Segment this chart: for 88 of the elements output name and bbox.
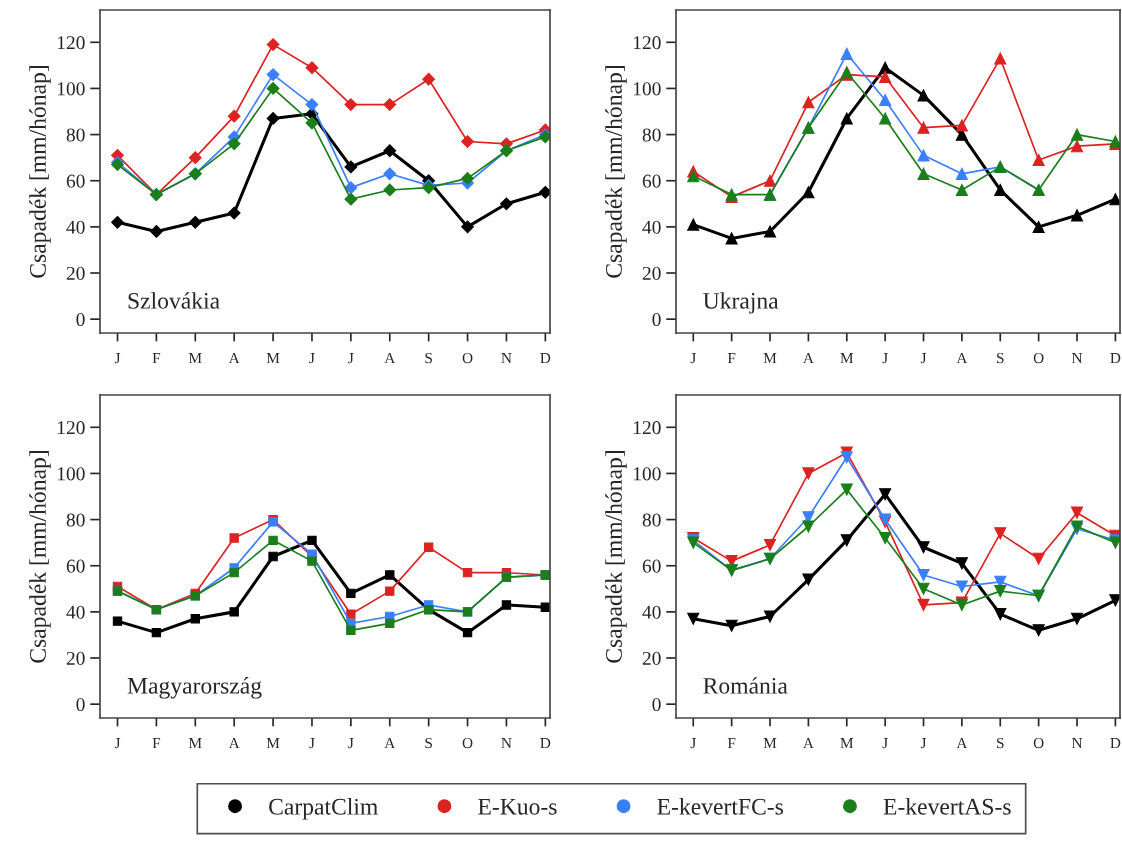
y-axis-title: Csapadék [mm/hónap] — [605, 66, 627, 278]
y-tick-label: 120 — [633, 36, 661, 50]
annotation: Románia — [703, 677, 788, 694]
x-tick-label: A — [228, 737, 240, 749]
x-tick-label: M — [266, 738, 280, 749]
x-tick-label: O — [462, 352, 473, 364]
annotation: Magyarország — [127, 677, 262, 699]
y-tick-label: 80 — [66, 128, 85, 142]
y-tick-label: 80 — [66, 513, 85, 527]
x-tick-label: D — [1110, 738, 1121, 749]
y-tick-label: 120 — [57, 421, 85, 435]
x-tick-label: O — [1033, 352, 1044, 364]
x-tick-label: J — [114, 738, 121, 749]
x-tick-label: J — [882, 738, 888, 749]
x-tick-label: J — [348, 353, 354, 364]
x-tick-label: J — [309, 353, 315, 364]
x-tick-label: M — [188, 353, 202, 364]
x-tick-label: M — [763, 353, 777, 364]
x-tick-label: A — [956, 737, 968, 749]
x-tick-label: F — [152, 353, 161, 364]
x-tick-label: M — [188, 738, 202, 749]
y-tick-label: 0 — [652, 312, 661, 327]
x-tick-label: M — [763, 738, 777, 749]
x-tick-label: O — [462, 737, 473, 749]
x-tick-label: J — [920, 738, 927, 749]
x-tick-label: A — [228, 352, 240, 364]
y-tick-label: 60 — [66, 559, 85, 573]
x-tick-label: D — [1110, 353, 1121, 364]
y-tick-label: 100 — [57, 82, 85, 96]
x-tick-label: J — [920, 353, 927, 364]
y-tick-label: 40 — [642, 605, 661, 619]
x-tick-label: M — [840, 353, 854, 364]
y-tick-label: 120 — [633, 421, 661, 435]
x-tick-label: D — [540, 353, 551, 364]
x-tick-label: A — [803, 737, 814, 749]
y-axis-title: Csapadék [mm/hónap] — [605, 451, 627, 663]
y-tick-label: 20 — [66, 651, 85, 665]
x-tick-label: M — [266, 353, 280, 364]
x-tick-label: S — [425, 352, 432, 364]
y-tick-label: 20 — [642, 266, 661, 280]
y-tick-label: 80 — [642, 513, 661, 527]
x-tick-label: A — [384, 737, 396, 749]
y-tick-label: 40 — [642, 220, 661, 234]
x-tick-label: J — [882, 353, 888, 364]
y-tick-label: 100 — [633, 467, 661, 481]
y-tick-label: 60 — [642, 174, 661, 188]
x-tick-label: J — [690, 353, 696, 364]
x-tick-label: D — [540, 738, 551, 749]
x-tick-label: A — [803, 352, 814, 364]
y-axis-title: Csapadék [mm/hónap] — [29, 66, 51, 278]
x-tick-label: J — [114, 353, 121, 364]
x-tick-label: N — [501, 353, 512, 364]
x-tick-label: S — [997, 352, 1004, 364]
y-tick-label: 100 — [57, 467, 85, 481]
legend-label: CarpatClim — [269, 798, 378, 820]
x-tick-label: N — [1071, 738, 1083, 749]
x-tick-label: F — [727, 738, 736, 749]
x-tick-label: J — [309, 738, 315, 749]
x-tick-label: A — [384, 352, 396, 364]
y-tick-label: 120 — [57, 36, 85, 50]
x-tick-label: F — [727, 353, 736, 364]
x-tick-label: M — [840, 738, 854, 749]
y-tick-label: 0 — [76, 312, 85, 327]
y-tick-label: 0 — [76, 697, 85, 712]
y-tick-label: 40 — [66, 605, 85, 619]
x-tick-label: A — [956, 352, 968, 364]
x-tick-label: N — [1071, 353, 1083, 364]
y-tick-label: 100 — [633, 82, 661, 96]
legend-label: E-kevertFC-s — [657, 798, 783, 815]
y-tick-label: 0 — [652, 697, 661, 712]
legend-label: E-kevertAS-s — [883, 798, 1011, 815]
y-axis-title: Csapadék [mm/hónap] — [29, 451, 51, 663]
x-tick-label: S — [997, 737, 1004, 749]
x-tick-label: J — [348, 738, 354, 749]
y-tick-label: 60 — [66, 174, 85, 188]
y-tick-label: 60 — [642, 559, 661, 573]
y-tick-label: 20 — [642, 651, 661, 665]
x-tick-label: F — [152, 738, 161, 749]
annotation: Ukrajna — [703, 292, 779, 314]
y-tick-label: 80 — [642, 128, 661, 142]
annotation: Szlovákia — [128, 292, 220, 309]
x-tick-label: S — [425, 737, 432, 749]
x-tick-label: O — [1033, 737, 1044, 749]
y-tick-label: 20 — [66, 266, 85, 280]
y-tick-label: 40 — [66, 220, 85, 234]
x-tick-label: N — [501, 738, 512, 749]
x-tick-label: J — [690, 738, 696, 749]
legend-label: E-Kuo-s — [478, 798, 557, 815]
